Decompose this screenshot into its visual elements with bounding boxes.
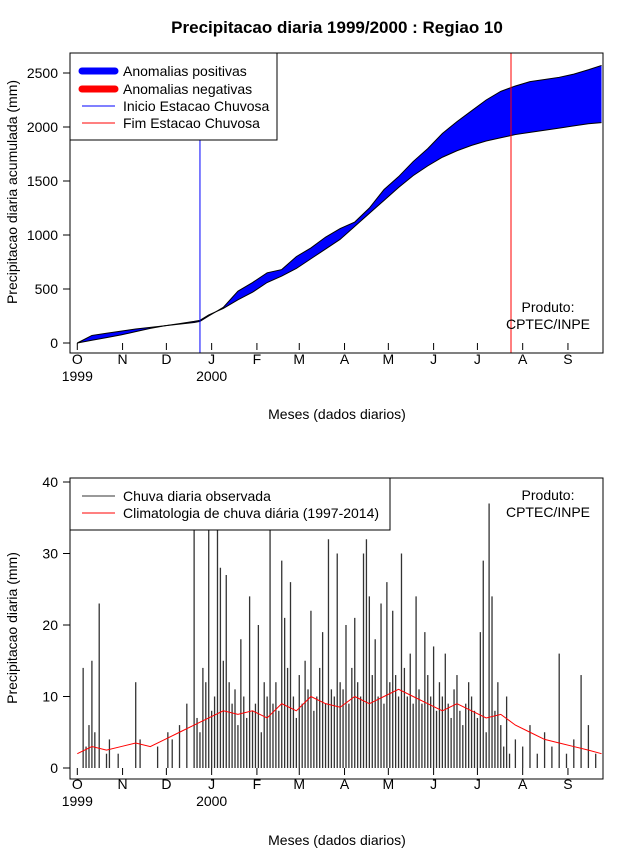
x-tick-label: J <box>474 351 481 367</box>
x-tick-label: M <box>383 776 395 792</box>
x-tick-label: J <box>208 351 215 367</box>
legend-positive-label: Anomalias positivas <box>123 63 247 79</box>
x-tick-label: A <box>518 351 528 367</box>
bottom-produto-label: Produto: <box>522 487 575 503</box>
x-tick-label: M <box>293 776 305 792</box>
y-tick-label: 10 <box>42 689 58 705</box>
y-tick-label: 1500 <box>27 173 58 189</box>
daily-chart: O N D J F M A M J J A S 1999 2000 0 10 20 30 40 Chuva diar… <box>4 474 604 848</box>
climatology-cumulative-line <box>77 122 602 344</box>
x-tick-label: J <box>208 776 215 792</box>
bottom-produto-org: CPTEC/INPE <box>506 504 590 520</box>
x-tick-label: F <box>253 351 262 367</box>
bottom-x-axis-label: Meses (dados diarios) <box>268 832 406 848</box>
x-tick-label: M <box>383 351 395 367</box>
y-tick-label: 500 <box>35 281 59 297</box>
y-tick-label: 40 <box>42 474 58 490</box>
top-produto-org: CPTEC/INPE <box>506 316 590 332</box>
positive-anomaly-area <box>77 65 602 343</box>
x-tick-label: M <box>293 351 305 367</box>
year-label: 2000 <box>196 368 227 384</box>
year-label: 1999 <box>62 793 93 809</box>
cumulative-axes-layer: O N D J F M A M J J A S 1999 2000 0 500 1000 1500 2000 2500 <box>27 65 573 384</box>
y-tick-label: 20 <box>42 617 58 633</box>
legend-negative-label: Anomalias negativas <box>123 81 252 97</box>
x-tick-label: S <box>563 351 572 367</box>
legend-fim-label: Fim Estacao Chuvosa <box>123 115 260 131</box>
y-tick-label: 1000 <box>27 227 58 243</box>
legend-inicio-label: Inicio Estacao Chuvosa <box>123 98 270 114</box>
x-tick-label: N <box>118 776 128 792</box>
x-tick-label: N <box>118 351 128 367</box>
climatology-daily-line <box>77 688 602 755</box>
x-tick-label: O <box>72 351 83 367</box>
daily-legend: Chuva diaria observada Climatologia de c… <box>69 477 391 531</box>
top-x-axis-label: Meses (dados diarios) <box>268 406 406 422</box>
x-tick-label: J <box>430 351 437 367</box>
bottom-y-axis-label: Precipitacao diaria (mm) <box>4 552 20 704</box>
x-tick-label: A <box>340 351 350 367</box>
y-tick-label: 0 <box>50 335 58 351</box>
x-tick-label: O <box>72 776 83 792</box>
cumulative-chart: O N D J F M A M J J A S 1999 2000 0 500 1000 1500 2000 2500… <box>4 52 604 422</box>
top-produto-label: Produto: <box>522 299 575 315</box>
y-tick-label: 30 <box>42 546 58 562</box>
x-tick-label: J <box>474 776 481 792</box>
x-tick-label: S <box>563 776 572 792</box>
daily-legend-box <box>69 477 391 531</box>
x-tick-label: D <box>161 351 171 367</box>
cumulative-plot-frame <box>69 52 604 354</box>
daily-series-layer <box>77 503 602 768</box>
year-label: 2000 <box>196 793 227 809</box>
legend-climatology-label: Climatologia de chuva diária (1997-2014) <box>123 505 379 521</box>
top-y-axis-label: Precipitacao diaria acumulada (mm) <box>4 80 20 304</box>
year-label: 1999 <box>62 368 93 384</box>
x-tick-label: A <box>518 776 528 792</box>
x-tick-label: D <box>161 776 171 792</box>
daily-axes-layer: O N D J F M A M J J A S 1999 2000 0 10 20 30 40 <box>42 474 572 809</box>
chart-title: Precipitacao diaria 1999/2000 : Regiao 1… <box>171 18 503 37</box>
y-tick-label: 2000 <box>27 119 58 135</box>
x-tick-label: F <box>253 776 262 792</box>
y-tick-label: 0 <box>50 760 58 776</box>
x-tick-label: J <box>430 776 437 792</box>
legend-observed-label: Chuva diaria observada <box>123 488 271 504</box>
x-tick-label: A <box>340 776 350 792</box>
y-tick-label: 2500 <box>27 65 58 81</box>
cumulative-legend: Anomalias positivas Anomalias negativas … <box>69 52 278 141</box>
